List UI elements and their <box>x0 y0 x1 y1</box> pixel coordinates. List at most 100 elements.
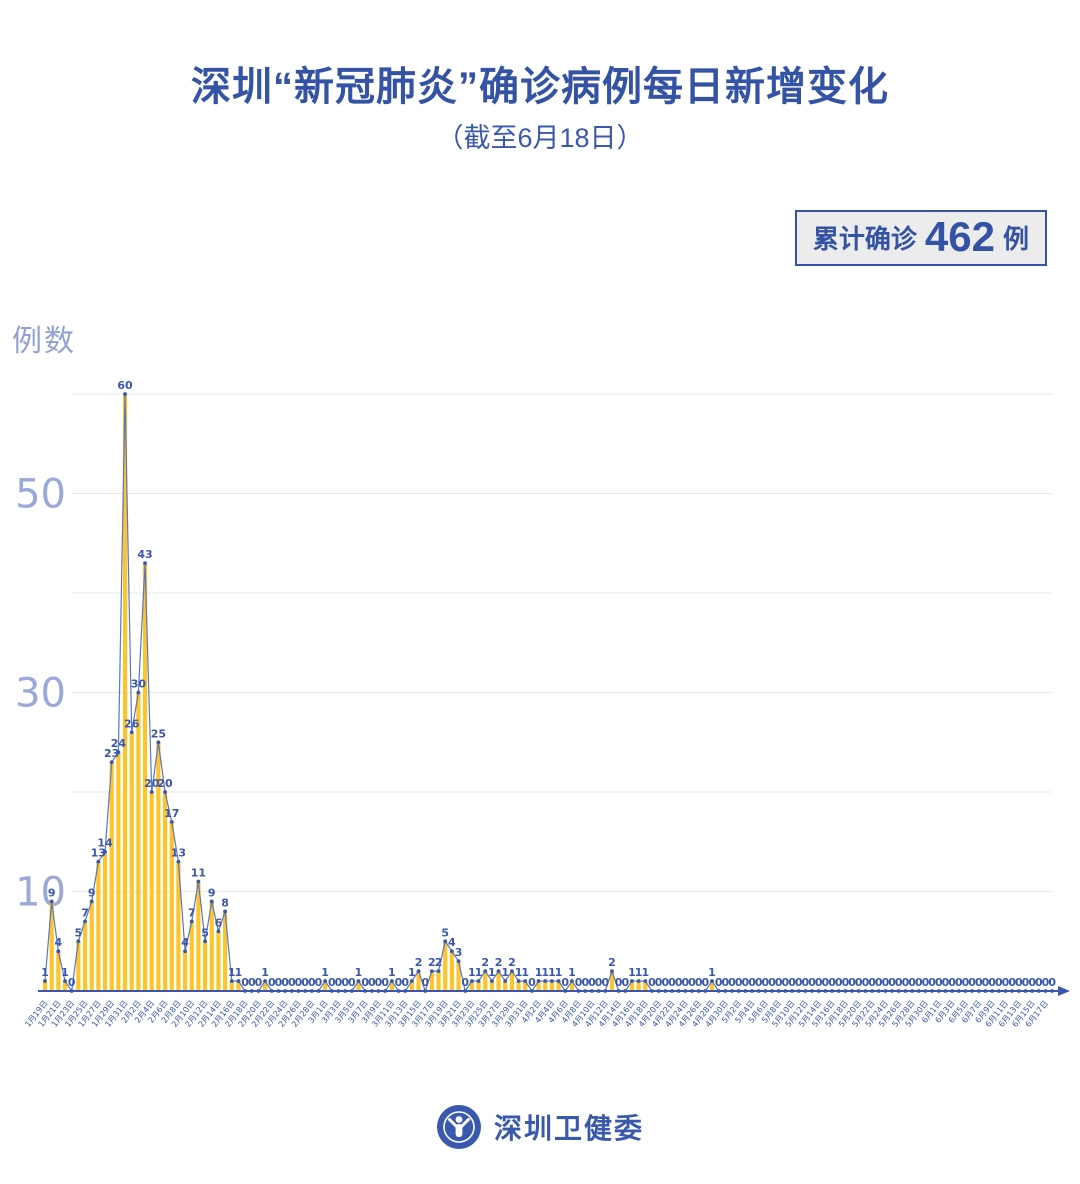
data-point-label: 0 <box>842 976 850 989</box>
data-point-marker <box>389 979 394 983</box>
badge-unit-label: 例 <box>1002 223 1029 254</box>
data-point-marker <box>556 979 561 983</box>
daily-bar <box>536 981 541 991</box>
data-point-label: 26 <box>124 717 140 730</box>
daily-bar <box>236 981 241 991</box>
y-tick-labels: 10 30 50 <box>15 472 66 916</box>
data-point-label: 0 <box>722 976 730 989</box>
data-point-label: 0 <box>835 976 843 989</box>
data-point-marker <box>550 979 554 983</box>
data-point-label: 0 <box>1015 976 1023 989</box>
gridlines <box>72 393 1052 892</box>
daily-bar <box>509 971 514 991</box>
data-point-marker <box>503 979 508 983</box>
footer: 深圳卫健委 <box>0 1104 1080 1150</box>
data-point-label: 0 <box>862 976 870 989</box>
data-point-label: 0 <box>528 976 536 989</box>
data-point-label: 0 <box>995 976 1003 989</box>
daily-bar <box>629 981 635 991</box>
daily-bar <box>82 921 88 991</box>
data-point-label: 0 <box>962 976 970 989</box>
daily-bar <box>443 941 448 991</box>
data-point-label: 0 <box>421 976 429 989</box>
data-point-label: 2 <box>435 956 443 969</box>
data-point-label: 0 <box>895 976 903 989</box>
data-point-marker <box>636 979 641 983</box>
data-point-label: 5 <box>201 926 209 939</box>
data-point-label: 3 <box>455 946 463 959</box>
data-point-label: 25 <box>151 727 166 740</box>
data-point-label: 0 <box>1042 976 1050 989</box>
data-point-label: 0 <box>748 976 756 989</box>
daily-bar <box>102 851 108 991</box>
daily-bar <box>643 981 648 991</box>
daily-bar <box>142 563 148 991</box>
data-point-marker <box>416 969 421 973</box>
daily-bar <box>49 901 54 991</box>
data-point-label: 1 <box>475 966 483 979</box>
daily-bar <box>162 792 168 991</box>
daily-bar <box>496 971 501 991</box>
data-point-marker <box>516 979 521 983</box>
data-point-label: 0 <box>561 976 569 989</box>
data-point-label: 0 <box>595 976 603 989</box>
data-point-label: 1 <box>635 966 643 979</box>
data-point-marker <box>116 750 121 755</box>
data-point-label: 0 <box>1048 976 1056 989</box>
data-point-marker <box>196 879 201 884</box>
data-point-label: 0 <box>375 976 383 989</box>
daily-bar <box>569 981 575 991</box>
data-point-label: 0 <box>735 976 743 989</box>
data-point-label: 17 <box>164 807 179 820</box>
daily-bar <box>609 971 615 991</box>
data-point-label: 0 <box>902 976 910 989</box>
data-point-marker <box>176 859 181 864</box>
data-point-label: 1 <box>388 966 396 979</box>
data-point-label: 11 <box>191 867 206 880</box>
data-point-label: 20 <box>157 777 173 790</box>
data-point-label: 7 <box>81 906 89 919</box>
data-point-label: 14 <box>97 837 113 850</box>
data-point-marker <box>449 949 454 954</box>
data-point-label: 0 <box>782 976 790 989</box>
data-point-label: 0 <box>928 976 936 989</box>
data-point-marker <box>236 979 241 983</box>
data-point-label: 0 <box>395 976 403 989</box>
data-point-label: 0 <box>255 976 263 989</box>
daily-bar <box>436 971 441 991</box>
data-point-label: 1 <box>501 966 509 979</box>
data-point-label: 0 <box>1002 976 1010 989</box>
data-point-label: 2 <box>608 956 616 969</box>
data-point-label: 1 <box>535 966 543 979</box>
data-point-label: 0 <box>955 976 963 989</box>
data-point-marker <box>476 979 481 983</box>
data-point-label: 0 <box>828 976 836 989</box>
data-point-label: 0 <box>308 976 316 989</box>
data-point-marker <box>323 979 328 983</box>
data-point-label: 2 <box>508 956 516 969</box>
daily-bar <box>489 981 494 991</box>
daily-bar <box>222 911 228 991</box>
data-point-label: 0 <box>581 976 589 989</box>
daily-bar <box>476 981 481 991</box>
data-point-label: 0 <box>808 976 816 989</box>
daily-bar <box>196 881 201 991</box>
data-point-label: 0 <box>888 976 896 989</box>
data-point-marker <box>56 949 61 954</box>
data-point-label: 0 <box>768 976 776 989</box>
data-point-label: 0 <box>882 976 890 989</box>
daily-bar <box>556 981 561 991</box>
data-point-label: 0 <box>675 976 683 989</box>
daily-bar <box>389 981 394 991</box>
daily-bar <box>209 901 214 991</box>
data-point-label: 1 <box>541 966 549 979</box>
chart-subtitle: （截至6月18日） <box>436 123 644 153</box>
shenzhen-health-commission-logo-icon <box>436 1105 481 1149</box>
data-point-label: 4 <box>448 936 456 949</box>
data-point-label: 24 <box>111 737 127 750</box>
data-point-label: 0 <box>315 976 323 989</box>
point-value-labels: 1941057913142324602630432025201713471159… <box>41 379 1056 989</box>
data-point-label: 0 <box>728 976 736 989</box>
data-point-marker <box>169 819 174 824</box>
data-point-label: 0 <box>855 976 863 989</box>
